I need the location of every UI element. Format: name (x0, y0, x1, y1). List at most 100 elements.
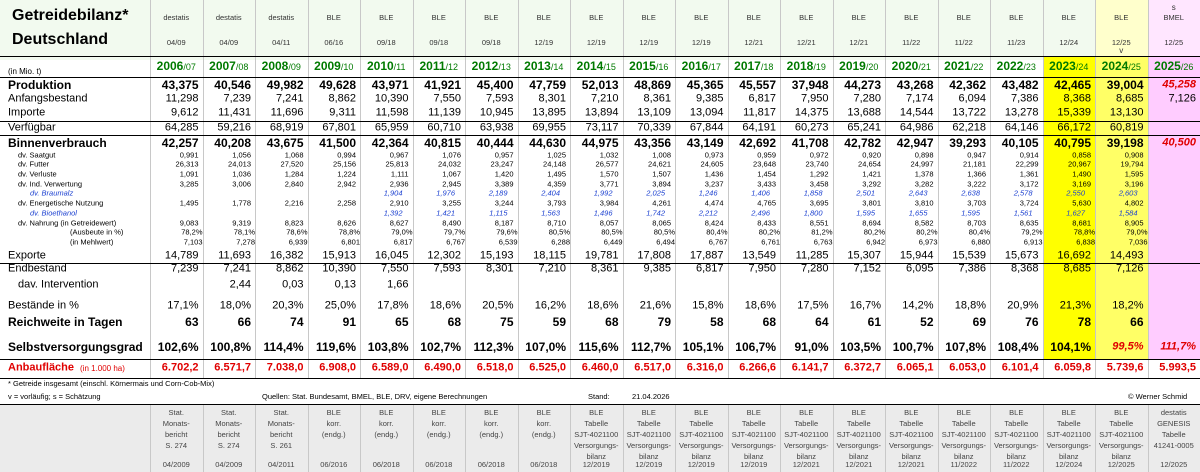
source-ref: BLE Tabelle SJT-4021100 Versorgungs-bilanz (938, 407, 991, 462)
source-line: BLE (589, 408, 604, 417)
cell-value: 115,6% (578, 340, 619, 354)
cell-value: 112,7% (630, 340, 671, 354)
cell-value: 1,076 (442, 150, 461, 160)
cell-value: 1,800 (803, 208, 823, 218)
cell-value: 91,0% (794, 340, 829, 354)
cell-value: 3,458 (809, 179, 829, 189)
source-line: Versorgungs- (731, 441, 777, 450)
row-label: (Ausbeute in %) (70, 227, 124, 237)
column-divider (412, 404, 414, 472)
row-divider (0, 56, 1200, 57)
cell-value: 73,117 (585, 121, 619, 134)
column-date: 12/24 (1059, 38, 1079, 47)
column-divider (150, 0, 151, 378)
cell-value: 5,630 (1072, 198, 1091, 208)
cell-value: 1,490 (1072, 169, 1091, 179)
column-flag: v (1119, 46, 1124, 55)
cell-value: 14,544 (899, 106, 934, 119)
cell-value: 10,390 (374, 92, 409, 105)
cell-value: 69,955 (532, 121, 566, 134)
cell-value: 14,375 (794, 106, 829, 119)
source-date: 12/2019 (687, 460, 715, 469)
cell-value: 7,278 (236, 237, 255, 247)
cell-value: 13,688 (847, 106, 881, 119)
cell-value: 6.141,7 (791, 361, 829, 374)
column-source: BLE (431, 13, 446, 22)
source-line: Tabelle (1004, 419, 1029, 428)
cell-value: 2,496 (751, 208, 770, 218)
year-suffix: /09 (288, 62, 301, 72)
cell-value: 63 (185, 315, 199, 329)
cell-value: 8,057 (599, 218, 619, 228)
year-suffix: /11 (393, 62, 406, 72)
column-source: destatis (163, 13, 190, 22)
column-year: 2008/09 (255, 60, 308, 72)
source-date: 11/2022 (950, 460, 978, 469)
cell-value: 81,2% (811, 227, 833, 237)
cell-value: 2,578 (1013, 188, 1033, 198)
cell-value: 0,994 (337, 150, 356, 160)
source-date: 12/2021 (897, 460, 925, 469)
column-divider (622, 0, 624, 378)
cell-value: 11,817 (743, 106, 776, 119)
cell-value: 2,603 (1118, 188, 1138, 198)
column-date: 12/21 (849, 38, 869, 47)
cell-value: 79,0% (1126, 227, 1148, 237)
cell-value: 15,913 (322, 249, 356, 262)
cell-value: 3,237 (704, 179, 724, 189)
cell-value: 3,172 (1019, 179, 1039, 189)
column-year: 2024/25 (1095, 60, 1148, 72)
cell-value: 48,869 (634, 78, 671, 92)
cell-value: 14,2% (902, 299, 934, 312)
source-line: bilanz (953, 452, 974, 461)
cell-value: 15,339 (1057, 106, 1091, 119)
cell-value: 68 (605, 315, 619, 329)
source-line: Tabelle (584, 419, 609, 428)
cell-value: 21,6% (639, 299, 671, 312)
cell-value: 1,563 (541, 208, 560, 218)
source-line: Tabelle (899, 419, 924, 428)
cell-value: 79,2% (1021, 227, 1043, 237)
source-line: SJT-4021100 (574, 430, 619, 439)
row-divider (0, 121, 1200, 122)
cell-value: 78,8% (338, 227, 360, 237)
column-source: BLE (799, 13, 814, 22)
cell-value: 61 (867, 315, 881, 329)
cell-value: 6,913 (1023, 237, 1043, 247)
cell-value: 37,948 (791, 78, 829, 92)
source-line: Tabelle (846, 419, 871, 428)
cell-value: 52 (920, 315, 934, 329)
cell-value: 7,210 (538, 262, 566, 275)
source-line: SJT-4021100 (1099, 430, 1144, 439)
year: 2018 (786, 59, 814, 73)
source-line: BLE (904, 408, 919, 417)
cell-value: 6.316,0 (686, 361, 724, 374)
source-line: Tabelle (1109, 419, 1134, 428)
cell-value: 0,957 (494, 150, 514, 160)
source-ref: BLE korr. (endg.) (308, 407, 361, 440)
column-year: 2015/16 (623, 60, 676, 72)
cell-value: 1,292 (809, 169, 829, 179)
source-ref: BLE Tabelle SJT-4021100 Versorgungs-bilanz (623, 407, 676, 462)
cell-value: 68 (447, 315, 461, 329)
cell-value: 16,692 (1057, 249, 1091, 262)
source-line: (endg.) (479, 430, 504, 439)
column-year: 2006/07 (150, 60, 203, 72)
cell-value: 1,904 (383, 188, 403, 198)
column-divider (1095, 0, 1096, 378)
source-line: GENESIS (1157, 419, 1191, 428)
cell-value: 60,819 (1109, 121, 1144, 134)
column-source: BLE (904, 13, 919, 22)
column-date: 12/19 (639, 38, 659, 47)
cell-value: 21,3% (1059, 299, 1091, 312)
stand-date: 21.04.2026 (632, 392, 670, 401)
cell-value: 64 (815, 315, 829, 329)
cell-value: 5.739,6 (1106, 361, 1144, 374)
cell-value: 114,4% (263, 340, 304, 354)
column-date: 11/22 (902, 38, 921, 47)
year-suffix: /24 (1075, 62, 1089, 72)
source-line: SJT-4021100 (994, 430, 1039, 439)
source-line: BLE (851, 408, 866, 417)
source-line: korr. (378, 419, 394, 428)
cell-value: 1,778 (232, 198, 251, 208)
